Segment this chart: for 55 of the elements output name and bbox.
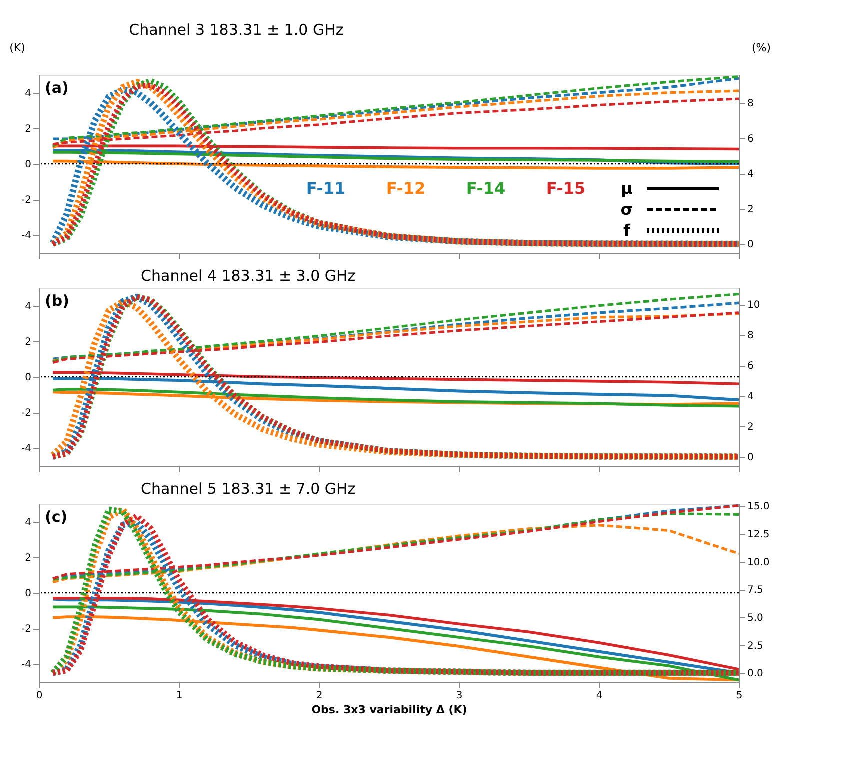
y-tick-label: 0 bbox=[25, 372, 32, 384]
y-tick-label: 2 bbox=[25, 336, 32, 348]
y2-axis-title: (%) bbox=[752, 42, 772, 54]
y2-tick-label: 8 bbox=[748, 330, 754, 342]
y2-tick-label: 4 bbox=[748, 169, 754, 180]
chart-title: Channel 5 183.31 ± 7.0 GHz bbox=[141, 480, 356, 498]
y2-tick-label: 2 bbox=[748, 204, 754, 216]
annotation: (b) bbox=[45, 292, 70, 310]
y-tick-label: 4 bbox=[25, 517, 32, 528]
y2-tick-label: 0 bbox=[748, 452, 754, 464]
y-tick-label: -4 bbox=[22, 660, 32, 671]
y-tick-label: 0 bbox=[25, 588, 32, 600]
y2-tick-label: 2.5 bbox=[748, 640, 764, 652]
y2-tick-label: 6 bbox=[748, 361, 754, 372]
series-label: F-12 bbox=[386, 178, 426, 198]
annotation: σ bbox=[620, 200, 634, 219]
annotation: (a) bbox=[45, 79, 69, 97]
series-label: F-11 bbox=[306, 178, 346, 198]
x-axis-title: Obs. 3x3 variability Δ (K) bbox=[312, 704, 468, 716]
y-tick-label: -2 bbox=[22, 408, 32, 420]
x-tick-label: 2 bbox=[316, 690, 323, 702]
annotation: (c) bbox=[45, 508, 68, 526]
y2-tick-label: 10.0 bbox=[748, 557, 770, 568]
series-label: F-15 bbox=[546, 178, 586, 198]
y-tick-label: 0 bbox=[25, 160, 32, 170]
y2-tick-label: 15.0 bbox=[748, 502, 770, 513]
y2-tick-label: 12.5 bbox=[748, 530, 770, 541]
x-tick-label: 4 bbox=[596, 690, 603, 702]
y2-tick-label: 7.5 bbox=[748, 585, 764, 596]
annotation: f bbox=[624, 220, 632, 240]
series-label: F-14 bbox=[466, 178, 506, 198]
y2-tick-label: 4 bbox=[748, 392, 754, 403]
x-tick-label: 3 bbox=[456, 690, 463, 702]
x-tick-label: 1 bbox=[176, 690, 183, 702]
y-tick-label: 4 bbox=[25, 88, 32, 100]
y2-tick-label: 8 bbox=[748, 98, 754, 110]
y-tick-label: -4 bbox=[22, 444, 32, 455]
y-tick-label: -2 bbox=[22, 195, 32, 206]
y-tick-label: -2 bbox=[22, 624, 32, 636]
y2-tick-label: 0.0 bbox=[748, 668, 764, 680]
chart-title: Channel 4 183.31 ± 3.0 GHz bbox=[141, 267, 356, 285]
y-axis-title: (K) bbox=[10, 42, 26, 54]
annotation: μ bbox=[621, 178, 634, 198]
y2-tick-label: 5.0 bbox=[748, 612, 764, 624]
y-tick-label: 2 bbox=[25, 552, 32, 564]
y2-tick-label: 6 bbox=[748, 134, 754, 145]
y2-tick-label: 10 bbox=[748, 300, 760, 312]
x-tick-label: 5 bbox=[736, 690, 743, 702]
chart-title: Channel 3 183.31 ± 1.0 GHz bbox=[129, 21, 344, 39]
y2-tick-label: 0 bbox=[748, 240, 754, 251]
y2-tick-label: 2 bbox=[748, 422, 754, 433]
y-tick-label: -4 bbox=[22, 230, 32, 242]
y-tick-label: 4 bbox=[25, 301, 32, 312]
x-tick-label: 0 bbox=[36, 690, 43, 702]
y-tick-label: 2 bbox=[25, 124, 32, 135]
